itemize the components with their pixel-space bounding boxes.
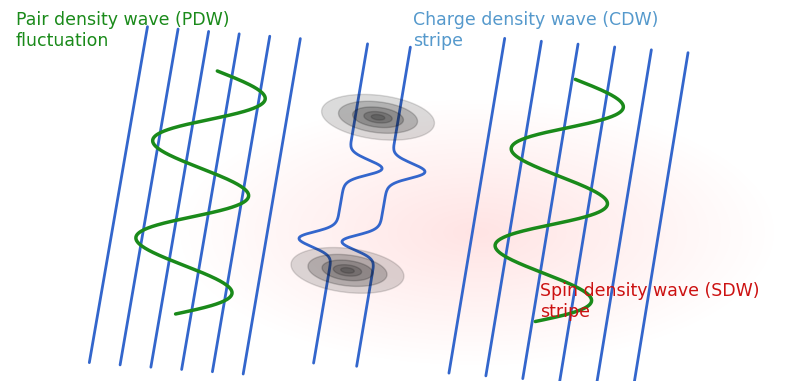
Text: Pair density wave (PDW)
fluctuation: Pair density wave (PDW) fluctuation <box>16 11 229 50</box>
Polygon shape <box>322 260 372 281</box>
Polygon shape <box>290 248 403 293</box>
Polygon shape <box>321 94 434 140</box>
Polygon shape <box>338 101 417 133</box>
Text: Spin density wave (SDW)
stripe: Spin density wave (SDW) stripe <box>539 282 758 321</box>
Polygon shape <box>371 115 384 120</box>
Polygon shape <box>307 255 387 287</box>
Polygon shape <box>341 268 354 273</box>
Polygon shape <box>352 107 403 128</box>
Polygon shape <box>333 265 361 276</box>
Text: Charge density wave (CDW)
stripe: Charge density wave (CDW) stripe <box>412 11 658 50</box>
Polygon shape <box>363 112 392 123</box>
